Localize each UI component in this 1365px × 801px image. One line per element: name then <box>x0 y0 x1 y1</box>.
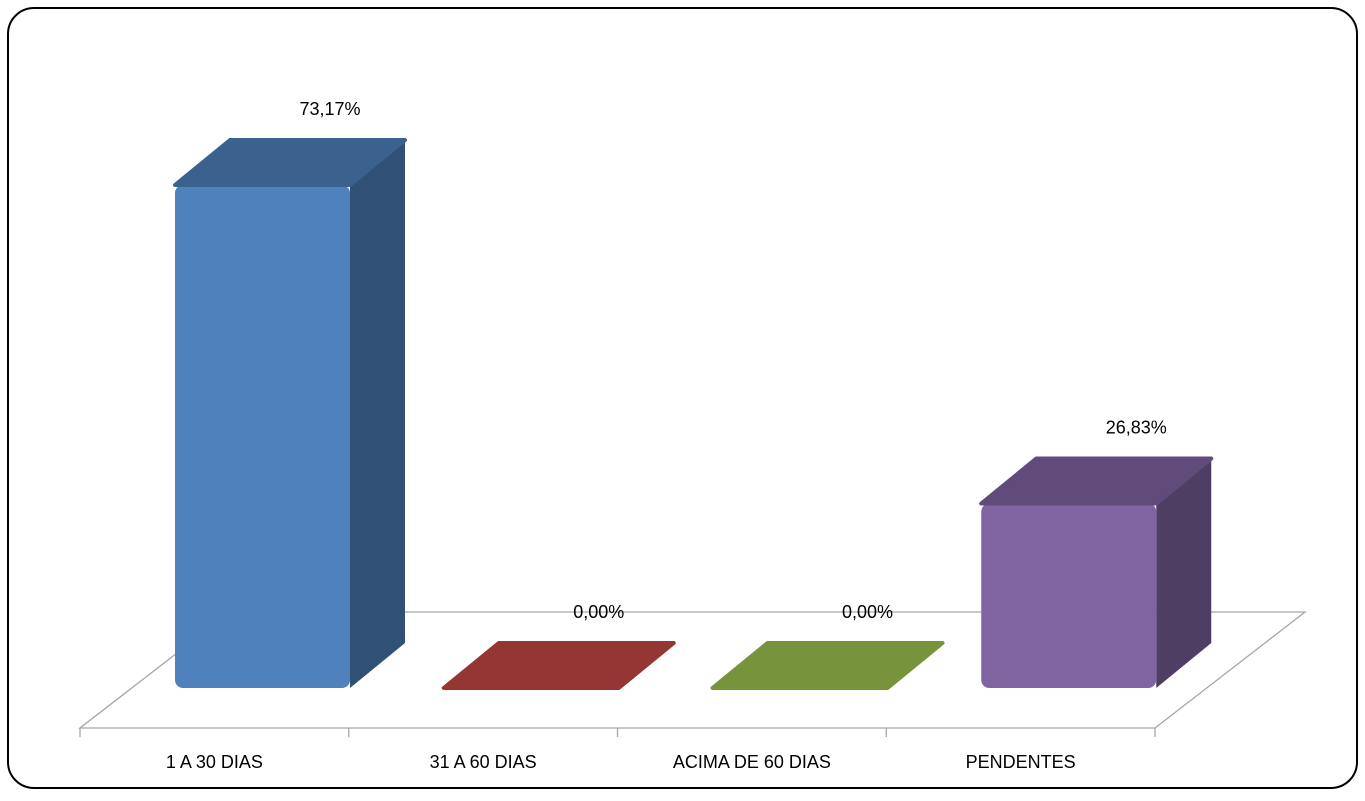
bar-front <box>981 503 1157 688</box>
data-label: 0,00% <box>842 602 893 622</box>
bar-side <box>1156 458 1212 688</box>
x-tick-label: 1 A 30 DIAS <box>166 752 263 772</box>
x-tick-label: 31 A 60 DIAS <box>430 752 537 772</box>
data-label: 73,17% <box>299 99 360 119</box>
x-tick-label: ACIMA DE 60 DIAS <box>673 752 831 772</box>
bar-top <box>979 456 1214 506</box>
data-label: 26,83% <box>1106 417 1167 437</box>
x-tick-label: PENDENTES <box>966 752 1076 772</box>
data-label: 0,00% <box>573 602 624 622</box>
bar-top <box>173 138 407 187</box>
bar-side <box>350 140 405 688</box>
bar-top <box>441 641 676 690</box>
bar-top <box>710 641 945 690</box>
bar-front <box>175 185 350 688</box>
